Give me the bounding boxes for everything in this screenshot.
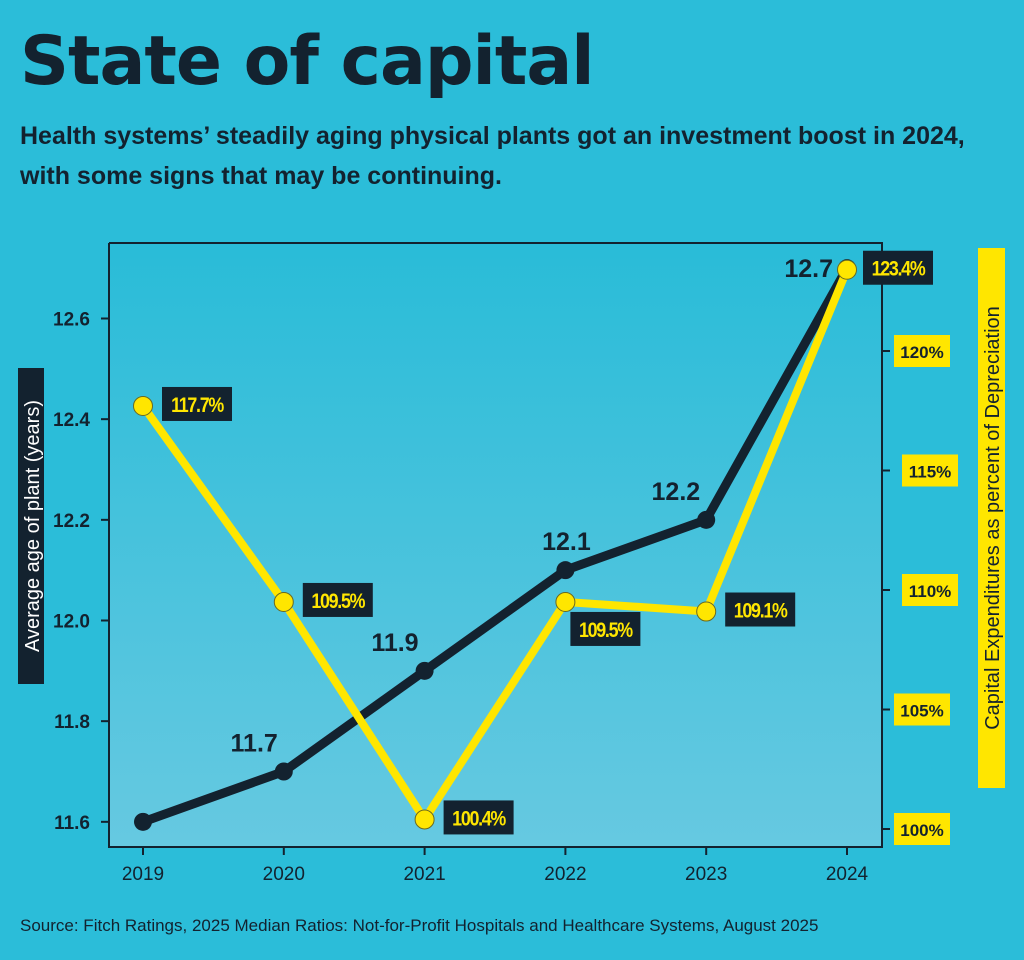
capex-label-box	[302, 582, 373, 617]
age-point	[415, 661, 434, 680]
age-point	[556, 561, 575, 580]
age-data-label: 12.7	[784, 255, 833, 283]
y2-tick-label: 100%	[900, 821, 943, 840]
plot-frame	[108, 242, 883, 848]
y2-tick-box	[902, 454, 958, 487]
y2-tick-label: 115%	[909, 463, 952, 482]
y-tick-label: 12.4	[53, 410, 90, 431]
y-tick-label: 12.6	[53, 310, 90, 331]
capex-label-box	[162, 386, 232, 421]
y2-axis-title-box	[978, 248, 1005, 788]
chart-title: State of capital	[20, 22, 595, 101]
y2-tick-box	[894, 335, 950, 367]
y-tick-label: 12.2	[53, 511, 90, 532]
x-tick-label: 2021	[403, 864, 445, 885]
age-data-label: 12.2	[652, 478, 701, 506]
age-line	[141, 265, 851, 827]
capex-point	[133, 395, 153, 416]
chart-subtitle: Health systems’ steadily aging physical …	[20, 122, 965, 190]
capex-data-label: 109.1%	[734, 599, 788, 623]
y-axis-title-box	[18, 368, 44, 684]
capex-point	[414, 809, 435, 830]
capex-data-label: 100.4%	[452, 807, 506, 831]
y-axis-title: Average age of plant (years)	[22, 400, 44, 652]
capex-point	[837, 259, 857, 280]
capex-data-label: 117.7%	[171, 394, 224, 418]
capex-point	[555, 591, 576, 612]
y2-tick-box	[902, 574, 958, 606]
x-tick-label: 2022	[544, 864, 586, 885]
age-point	[697, 510, 716, 529]
age-data-label: 11.7	[231, 730, 278, 758]
x-tick-label: 2024	[826, 864, 869, 885]
capex-data-label: 109.5%	[311, 590, 365, 614]
y2-axis-title: Capital Expenditures as percent of Depre…	[982, 306, 1004, 730]
capex-data-label: 123.4%	[872, 257, 926, 281]
y-tick-label: 11.8	[54, 712, 90, 733]
age-point	[274, 762, 293, 781]
capex-point	[696, 601, 717, 622]
y2-tick-label: 105%	[900, 702, 943, 721]
capex-label-box	[443, 800, 514, 835]
y2-tick-label: 110%	[909, 582, 952, 601]
age-data-label: 12.1	[542, 528, 591, 556]
capex-line	[139, 268, 851, 824]
source-note: Source: Fitch Ratings, 2025 Median Ratio…	[20, 916, 819, 935]
plot-area	[109, 243, 882, 847]
capex-label-box	[863, 250, 933, 285]
capex-label-box	[570, 611, 641, 646]
capex-data-label: 109.5%	[579, 619, 633, 643]
age-point	[134, 812, 152, 831]
age-data-label: 11.9	[371, 629, 418, 657]
x-tick-label: 2023	[685, 864, 727, 885]
x-tick-label: 2019	[122, 864, 164, 885]
capex-point	[273, 591, 294, 612]
y-tick-label: 11.6	[54, 813, 90, 834]
x-tick-label: 2020	[263, 864, 305, 885]
y2-tick-box	[894, 813, 950, 845]
y2-tick-label: 120%	[900, 343, 943, 362]
y-tick-label: 12.0	[53, 612, 90, 633]
capex-label-box	[725, 592, 796, 627]
y2-tick-box	[894, 693, 950, 726]
